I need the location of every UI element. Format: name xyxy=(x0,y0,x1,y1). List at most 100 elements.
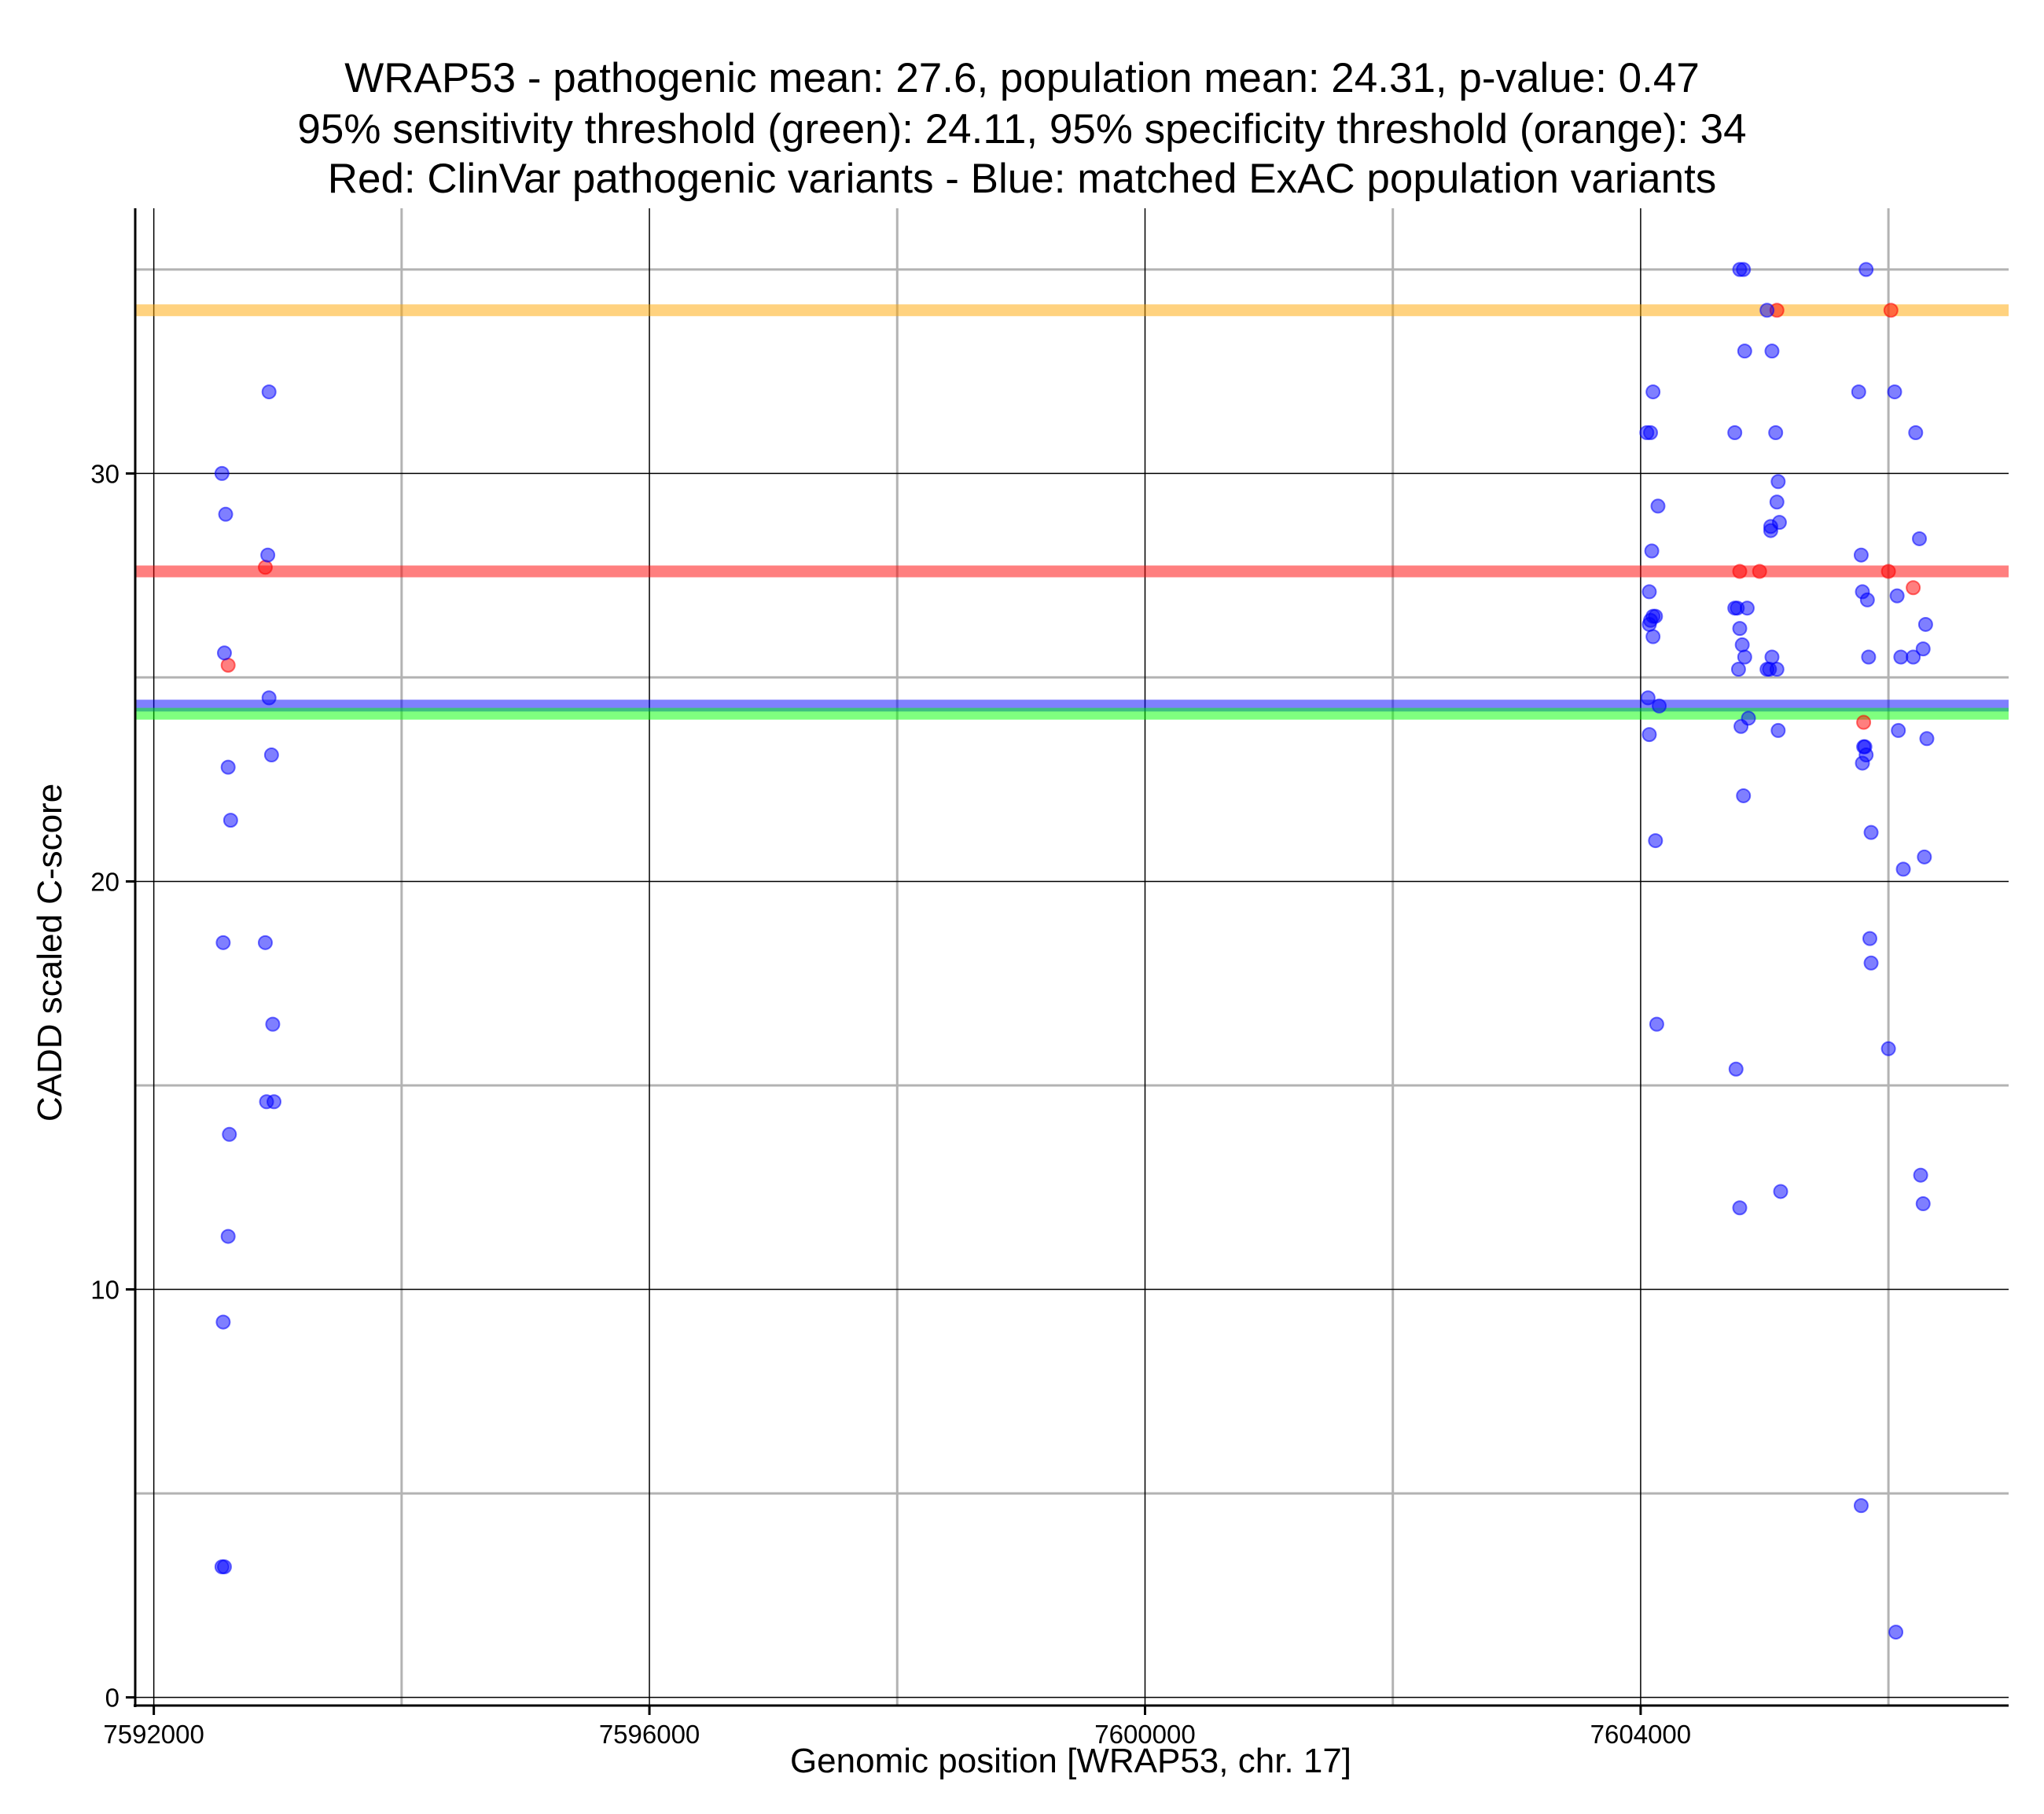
population-point xyxy=(1770,722,1786,738)
population-point xyxy=(1917,849,1932,865)
population-point xyxy=(1919,731,1935,747)
y-axis-title: CADD scaled C-score xyxy=(31,784,69,1122)
title-line-1: WRAP53 - pathogenic mean: 27.6, populati… xyxy=(344,55,1700,101)
pathogenic-point xyxy=(1883,303,1899,318)
pathogenic-point xyxy=(220,657,236,673)
chart-title: WRAP53 - pathogenic mean: 27.6, populati… xyxy=(297,55,1746,202)
population-point xyxy=(261,384,277,400)
population-point xyxy=(263,747,279,763)
population-point xyxy=(1733,718,1749,734)
population-point xyxy=(1759,303,1775,318)
population-point xyxy=(1641,727,1657,743)
population-point xyxy=(215,1314,231,1330)
population-point xyxy=(1889,588,1905,604)
title-line-3: Red: ClinVar pathogenic variants - Blue:… xyxy=(328,156,1717,202)
population-point xyxy=(1773,1184,1788,1199)
population-point xyxy=(1739,600,1755,616)
population-point xyxy=(222,1126,237,1142)
population-point xyxy=(1732,1200,1748,1216)
population-point xyxy=(1769,662,1785,677)
population-point xyxy=(1769,494,1785,510)
population-point xyxy=(1912,531,1928,546)
population-point xyxy=(220,759,236,775)
minor-gridlines xyxy=(135,208,2009,1706)
population-point xyxy=(1727,600,1743,616)
population-point xyxy=(1913,1167,1928,1183)
population-point xyxy=(1644,543,1660,559)
population-point xyxy=(1917,616,1933,632)
y-tick-label: 10 xyxy=(90,1276,119,1305)
population-points xyxy=(214,262,1935,1640)
population-point xyxy=(1893,649,1909,665)
population-point xyxy=(1640,690,1656,706)
population-point xyxy=(1732,621,1748,637)
population-point xyxy=(260,547,276,563)
population-point xyxy=(1906,649,1921,665)
population-point xyxy=(1888,1625,1904,1640)
population-point xyxy=(1863,955,1879,971)
pathogenic-point xyxy=(257,560,273,575)
title-line-2: 95% sensitivity threshold (green): 24.11… xyxy=(297,106,1746,152)
pathogenic-point xyxy=(1856,714,1872,730)
population-point xyxy=(1880,1041,1896,1056)
population-point xyxy=(257,935,273,950)
population-point xyxy=(1643,424,1659,440)
population-point xyxy=(265,1016,281,1032)
population-point xyxy=(1851,384,1866,400)
population-point xyxy=(222,813,238,828)
population-point xyxy=(1728,1061,1744,1077)
population-point xyxy=(1764,343,1780,359)
x-tick-label: 7596000 xyxy=(599,1720,700,1749)
population-point xyxy=(1915,641,1931,657)
population-point xyxy=(1862,931,1877,946)
population-point xyxy=(1915,1196,1931,1212)
population-point xyxy=(1863,824,1879,840)
pathogenic-point xyxy=(1752,564,1767,579)
population-point xyxy=(1730,662,1746,677)
population-point xyxy=(1859,592,1875,608)
population-point xyxy=(218,506,233,522)
x-tick-label: 7604000 xyxy=(1590,1720,1691,1749)
population-point xyxy=(1734,637,1750,652)
population-point xyxy=(1891,722,1906,738)
population-point xyxy=(214,1559,230,1575)
population-point xyxy=(1737,649,1752,665)
population-point xyxy=(1768,424,1784,440)
population-point xyxy=(1763,519,1778,534)
population-point xyxy=(216,645,232,661)
y-tick-label: 20 xyxy=(90,867,119,896)
population-point xyxy=(1736,788,1752,803)
population-point xyxy=(1650,498,1666,514)
axes xyxy=(134,208,2009,1707)
population-point xyxy=(1648,608,1664,624)
major-gridlines xyxy=(135,208,2009,1706)
population-point xyxy=(267,1094,282,1110)
y-tick-label: 0 xyxy=(105,1684,119,1713)
population-point xyxy=(1895,861,1911,877)
population-point xyxy=(1908,424,1924,440)
population-point xyxy=(1645,629,1661,644)
x-tick-label: 7592000 xyxy=(103,1720,204,1749)
population-point xyxy=(1861,649,1877,665)
pathogenic-point xyxy=(1906,580,1921,596)
population-point xyxy=(1648,833,1664,849)
pathogenic-point xyxy=(1880,564,1896,579)
population-point xyxy=(1764,649,1780,665)
x-axis-ticks: 7592000 7596000 7600000 7604000 xyxy=(103,1706,1691,1749)
population-point xyxy=(1770,474,1786,490)
population-point xyxy=(1645,384,1661,400)
pathogenic-point xyxy=(1732,564,1748,579)
population-point xyxy=(1737,343,1752,359)
x-axis-title: Genomic position [WRAP53, chr. 17] xyxy=(790,1742,1351,1780)
population-point xyxy=(1853,547,1869,563)
pathogenic-points xyxy=(220,303,1921,730)
y-tick-label: 30 xyxy=(90,459,119,488)
population-point xyxy=(1736,262,1752,277)
population-point xyxy=(220,1228,236,1244)
population-point xyxy=(1641,584,1657,600)
reference-lines xyxy=(135,304,2009,720)
population-point xyxy=(1649,1016,1664,1032)
population-point xyxy=(1727,424,1743,440)
x-tick-label: 7600000 xyxy=(1094,1720,1195,1749)
